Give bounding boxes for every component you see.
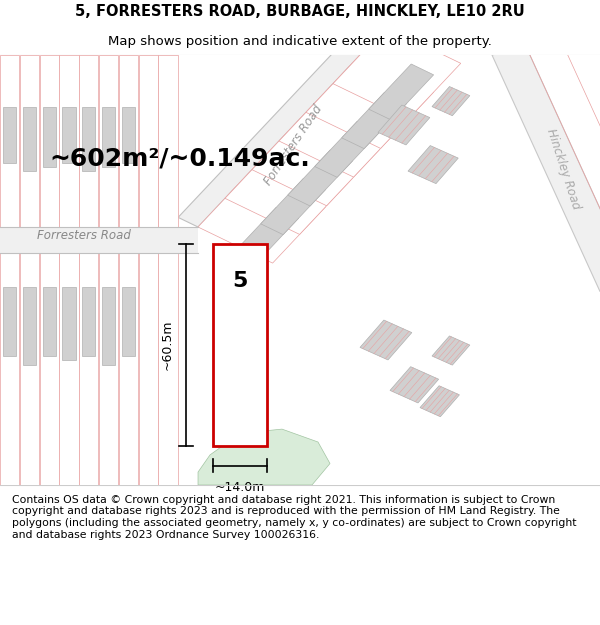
Polygon shape [378, 105, 430, 145]
Text: Forresters Road: Forresters Road [37, 229, 131, 242]
Bar [99, 55, 118, 227]
Bar [82, 288, 95, 356]
Bar [3, 107, 16, 162]
Text: ~60.5m: ~60.5m [160, 320, 173, 371]
Bar [158, 253, 178, 485]
Bar [158, 55, 178, 227]
Bar [40, 55, 59, 227]
Polygon shape [315, 121, 380, 177]
Bar [119, 253, 138, 485]
Bar [139, 253, 158, 485]
Text: 5: 5 [232, 271, 248, 291]
Bar [122, 107, 135, 162]
Polygon shape [279, 84, 407, 177]
Bar [43, 107, 56, 167]
Bar [59, 55, 79, 227]
Text: 5, FORRESTERS ROAD, BURBAGE, HINCKLEY, LE10 2RU: 5, FORRESTERS ROAD, BURBAGE, HINCKLEY, L… [75, 4, 525, 19]
Polygon shape [492, 47, 600, 291]
Polygon shape [306, 56, 434, 148]
Polygon shape [198, 171, 326, 263]
Bar [59, 253, 79, 485]
Polygon shape [178, 46, 360, 227]
Text: ~14.0m: ~14.0m [215, 481, 265, 494]
Polygon shape [252, 113, 380, 206]
Bar [62, 288, 76, 360]
Bar [119, 55, 138, 227]
Bar [213, 244, 267, 446]
Text: Hinckley Road: Hinckley Road [544, 127, 583, 211]
Bar [79, 55, 98, 227]
Bar [82, 107, 95, 171]
Bar [102, 288, 115, 364]
Text: ~602m²/~0.149ac.: ~602m²/~0.149ac. [50, 146, 310, 170]
Bar [0, 253, 19, 485]
Polygon shape [390, 367, 439, 403]
Polygon shape [408, 146, 458, 184]
Polygon shape [333, 28, 461, 120]
Polygon shape [198, 429, 330, 485]
Polygon shape [288, 150, 353, 206]
Bar [20, 253, 39, 485]
Polygon shape [360, 320, 412, 360]
Bar [99, 253, 118, 485]
Bar [139, 55, 158, 227]
Bar [3, 288, 16, 356]
Polygon shape [342, 92, 407, 149]
Polygon shape [261, 179, 326, 234]
Polygon shape [225, 142, 353, 234]
Text: Contains OS data © Crown copyright and database right 2021. This information is : Contains OS data © Crown copyright and d… [12, 495, 577, 539]
Bar [23, 288, 36, 364]
Bar [62, 107, 76, 162]
Bar [20, 55, 39, 227]
Bar [102, 107, 115, 167]
Polygon shape [234, 208, 299, 263]
Bar [43, 288, 56, 356]
Bar [40, 253, 59, 485]
Bar [23, 107, 36, 171]
Bar [122, 288, 135, 356]
Polygon shape [432, 336, 470, 365]
Text: Forresters Road: Forresters Road [262, 102, 325, 188]
Bar [0, 55, 19, 227]
Polygon shape [420, 386, 460, 417]
Bar [79, 253, 98, 485]
Bar [0, 227, 198, 253]
Text: Map shows position and indicative extent of the property.: Map shows position and indicative extent… [108, 35, 492, 48]
Polygon shape [369, 64, 434, 120]
Polygon shape [432, 86, 470, 116]
